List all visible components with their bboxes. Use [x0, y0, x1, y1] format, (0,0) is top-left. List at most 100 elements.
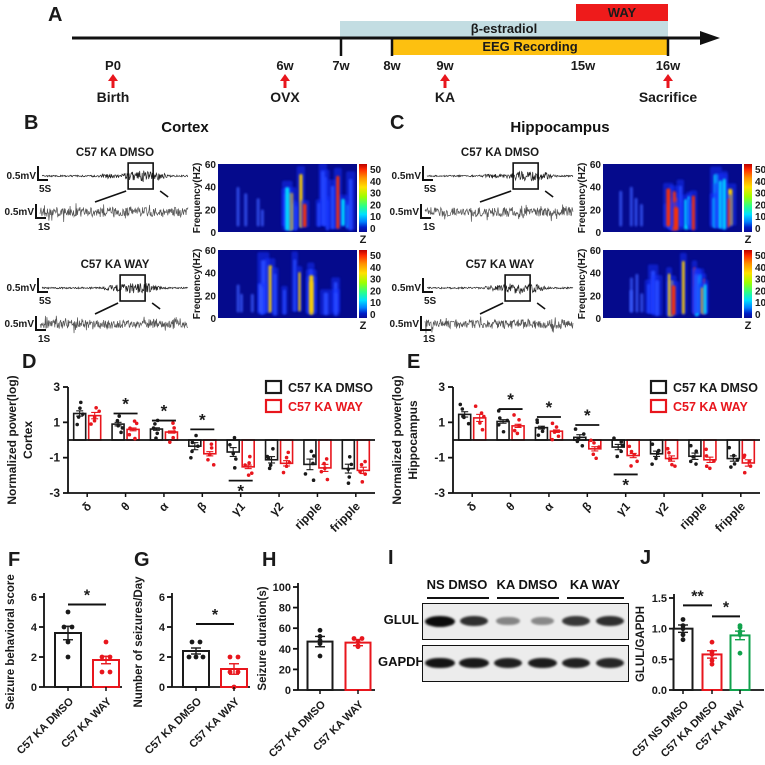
data-point	[355, 639, 361, 644]
data-point	[737, 632, 743, 638]
data-point	[650, 462, 654, 466]
timepoint-label: 7w	[332, 58, 350, 73]
timepoint-label: 16w	[656, 58, 681, 73]
panel-g-letter: G	[134, 549, 150, 571]
data-point	[235, 654, 241, 660]
data-point	[556, 434, 561, 439]
sig-asterisk: *	[584, 406, 591, 425]
data-point	[709, 639, 715, 645]
data-point	[709, 658, 715, 663]
data-point	[505, 418, 510, 423]
data-point	[99, 654, 105, 660]
colorbar-tick: 0	[755, 224, 761, 235]
colorbar-tick: 30	[370, 189, 382, 200]
spectrogram-ytick: 60	[590, 160, 602, 171]
bar	[729, 634, 751, 691]
event-arrow-icon	[666, 81, 670, 88]
data-point	[479, 411, 484, 415]
scalebar	[420, 204, 431, 219]
data-point	[107, 669, 113, 675]
sig-asterisk: *	[507, 390, 514, 409]
streak	[239, 293, 243, 313]
colorbar-tick: 10	[370, 298, 382, 309]
streak	[348, 178, 353, 231]
data-point	[190, 440, 195, 445]
y-tick-label: 4	[159, 622, 166, 634]
blot-group-ka-dmso: KA DMSO	[496, 577, 558, 592]
spectrogram-streaks	[619, 166, 737, 231]
eeg-trace	[41, 170, 189, 183]
scale-time-label: 1S	[38, 222, 51, 233]
blot-protein-gapdh-label: GAPDH	[378, 654, 425, 669]
data-point	[517, 418, 521, 422]
y-tick-label: 1	[438, 415, 445, 429]
data-point	[742, 455, 746, 459]
data-point	[552, 430, 557, 434]
data-point	[75, 422, 79, 427]
data-point	[619, 449, 623, 454]
y-tick-label: 2	[31, 652, 37, 664]
data-point	[227, 654, 233, 660]
data-point	[466, 421, 471, 426]
spectrogram-ytick: 0	[595, 228, 601, 239]
data-point	[704, 454, 709, 458]
streak	[673, 207, 679, 231]
sig-asterisk: *	[161, 402, 168, 421]
data-point	[168, 440, 172, 444]
data-point	[155, 431, 160, 436]
data-point	[591, 452, 596, 457]
data-point	[581, 432, 586, 436]
data-point	[317, 634, 323, 639]
y-axis-label: Seizure duration(s)	[257, 586, 269, 690]
data-point	[619, 440, 624, 444]
data-point	[317, 638, 323, 643]
streak	[236, 186, 240, 227]
timeline-diagram: WAY β-estradiol EEG Recording P0 Birth 6w OVX 7…	[72, 4, 720, 105]
event-arrow-icon	[440, 74, 450, 81]
data-point	[249, 471, 254, 475]
event-arrow-icon	[283, 81, 287, 88]
y-tick-label: 3	[438, 380, 445, 394]
data-point	[312, 454, 316, 458]
data-point	[154, 436, 158, 441]
blot-band	[562, 615, 590, 627]
data-point	[517, 423, 522, 428]
blot-band	[595, 657, 625, 669]
data-point	[235, 669, 241, 675]
category-label: β	[579, 499, 594, 514]
data-point	[688, 459, 693, 464]
zoom-box	[512, 162, 539, 190]
data-point	[172, 430, 177, 434]
eeg-trace-zoom	[39, 203, 189, 222]
legend-swatch	[649, 379, 668, 395]
streak	[302, 203, 307, 228]
data-point	[69, 624, 75, 630]
data-point	[732, 462, 737, 466]
data-point	[107, 654, 113, 660]
data-point	[629, 464, 633, 468]
streak	[334, 292, 338, 316]
sig-asterisk: *	[546, 398, 553, 417]
data-point	[592, 441, 596, 445]
y-axis-label: Seizure behavioral score	[5, 574, 17, 710]
streak	[309, 275, 314, 314]
data-point	[287, 460, 292, 465]
colorbar-label: Z	[360, 320, 367, 330]
streak	[336, 175, 340, 229]
category-label: γ2	[267, 499, 287, 519]
scale-time-label: 1S	[38, 334, 51, 345]
blot-band	[561, 657, 591, 669]
sig-asterisk: *	[212, 607, 219, 624]
estradiol-bar-label: β-estradiol	[471, 21, 537, 36]
y-tick-label: -1	[434, 451, 445, 465]
streak	[655, 280, 660, 316]
streak	[283, 289, 286, 315]
spectrogram-streaks	[236, 164, 356, 231]
sig-asterisk: *	[84, 588, 91, 605]
data-point	[655, 451, 660, 456]
data-point	[200, 654, 206, 660]
spectrogram-ylabel: Frequency(HZ)	[192, 163, 203, 234]
data-point	[246, 473, 251, 477]
